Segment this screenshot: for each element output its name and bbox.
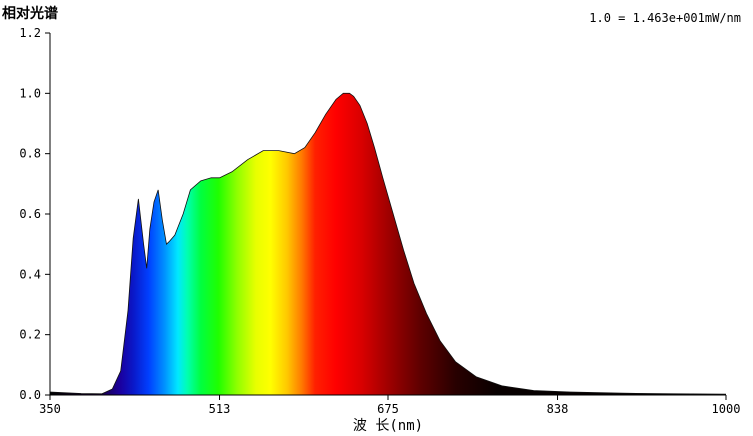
scale-note: 1.0 = 1.463e+001mW/nm [589, 11, 741, 25]
x-tick-label: 838 [547, 402, 569, 416]
y-tick-label: 0.0 [19, 388, 41, 402]
y-tick-label: 0.4 [19, 267, 41, 281]
x-axis-label: 波 长(nm) [353, 418, 423, 434]
spectrum-line [49, 92, 727, 395]
y-tick-label: 1.2 [19, 26, 41, 40]
plot-area [49, 92, 727, 395]
x-tick-label: 1000 [712, 402, 741, 416]
y-axis-ticks: 0.0 0.2 0.4 0.6 0.8 1.0 1.2 [19, 26, 50, 402]
chart-title: 相对光谱 [2, 5, 58, 22]
spectrum-area [50, 93, 726, 395]
y-tick-label: 0.6 [19, 207, 41, 221]
x-tick-label: 675 [377, 402, 399, 416]
y-tick-label: 1.0 [19, 86, 41, 100]
x-tick-label: 513 [209, 402, 231, 416]
y-tick-label: 0.8 [19, 147, 41, 161]
x-axis-ticks: 350 513 675 838 1000 [39, 395, 740, 416]
y-tick-label: 0.2 [19, 328, 41, 342]
x-tick-label: 350 [39, 402, 61, 416]
